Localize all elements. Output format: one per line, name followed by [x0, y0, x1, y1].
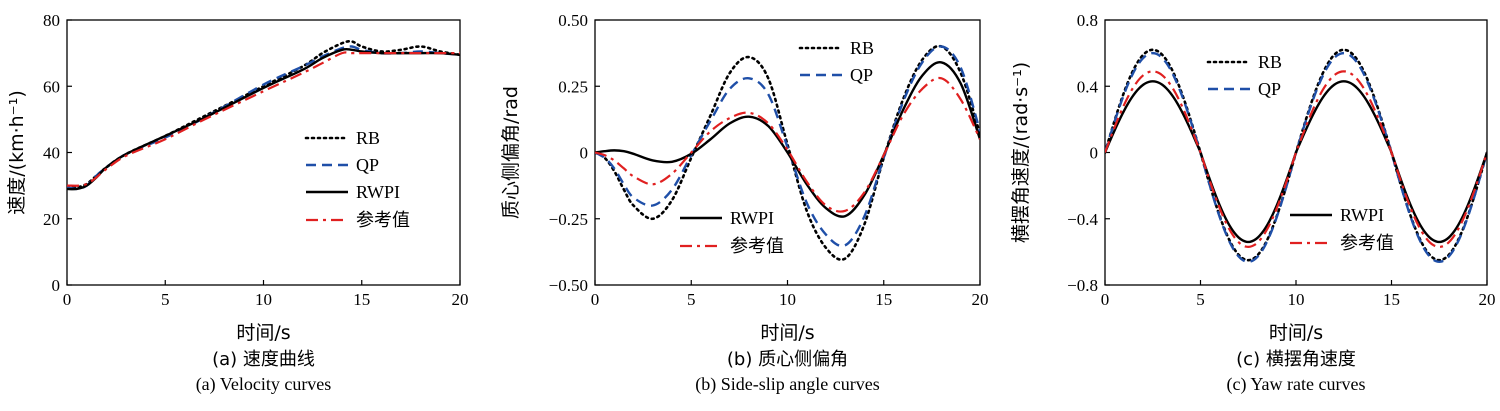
x-axis-label: 时间/s [1269, 322, 1323, 344]
series-line-4 [67, 51, 460, 187]
legend: RB QP RWPI 参考值 [680, 38, 874, 257]
y-tick-label: −0.50 [549, 276, 588, 295]
x-axis-label: 时间/s [760, 322, 814, 344]
y-tick-label: 40 [43, 144, 60, 163]
caption-en: (b) Side-slip angle curves [695, 374, 879, 395]
y-tick-label: 0 [1090, 144, 1099, 163]
y-tick-label: 0.25 [558, 77, 588, 96]
series-line-2 [67, 45, 460, 191]
caption-cn: (a) 速度曲线 [212, 349, 315, 370]
y-tick-label: 60 [43, 77, 60, 96]
legend-label: RWPI [730, 208, 774, 228]
x-tick-label: 20 [972, 290, 989, 309]
y-axis-label: 速度/(km·h⁻¹) [6, 90, 28, 214]
x-tick-label: 20 [452, 290, 469, 309]
y-tick-label: 0 [580, 144, 589, 163]
series-line-1 [67, 39, 460, 189]
caption-en: (c) Yaw rate curves [1227, 374, 1366, 395]
legend: RB QP RWPI 参考值 [304, 128, 410, 231]
legend-label: 参考值 [356, 210, 410, 231]
series-line-4 [1105, 70, 1487, 249]
legend-label: 参考值 [1340, 233, 1394, 254]
x-tick-label: 10 [255, 290, 272, 309]
y-axis-label: 横摆角速度/(rad·s⁻¹) [1010, 62, 1032, 243]
panel-velocity: 0 5 10 15 20 0 20 40 60 80 时间/s 速度/(km·h⁻¹) (a) 速度曲线… [6, 11, 469, 395]
series-line-4 [595, 76, 980, 213]
y-tick-label: −0.4 [1067, 210, 1098, 229]
panel-yaw-rate: 0 5 10 15 20 −0.8 −0.4 0 0.4 0.8 时间/s 横摆角速度/(rad·s⁻… [1010, 11, 1496, 395]
x-tick-label: 5 [1196, 290, 1205, 309]
series-group [67, 39, 460, 191]
x-tick-label: 20 [1479, 290, 1496, 309]
x-tick-label: 0 [63, 290, 72, 309]
legend: RB QP RWPI 参考值 [1206, 52, 1394, 254]
series-group [595, 44, 980, 261]
series-line-1 [595, 44, 980, 261]
y-tick-label: 80 [43, 11, 60, 30]
x-tick-label: 0 [591, 290, 600, 309]
caption-cn: (c) 横摆角速度 [1236, 349, 1356, 370]
series-group [1105, 48, 1487, 264]
y-tick-label: 20 [43, 210, 60, 229]
y-axis-label: 质心侧偏角/rad [500, 86, 522, 219]
panel-side-slip: 0 5 10 15 20 −0.50 −0.25 0 0.25 0.50 时间/s 质心侧偏角/rad… [500, 11, 989, 395]
legend-label: QP [356, 155, 379, 175]
series-line-3 [595, 61, 980, 218]
x-tick-label: 15 [353, 290, 370, 309]
x-axis-label: 时间/s [236, 322, 290, 344]
legend-label: QP [1258, 79, 1281, 99]
x-tick-label: 5 [687, 290, 696, 309]
series-line-2 [595, 45, 980, 248]
caption-en: (a) Velocity curves [196, 374, 332, 395]
caption-cn: (b) 质心侧偏角 [727, 349, 848, 370]
y-tick-label: −0.8 [1067, 276, 1098, 295]
series-line-3 [1105, 80, 1487, 244]
x-tick-label: 15 [875, 290, 892, 309]
legend-label: RB [1258, 52, 1282, 72]
legend-label: RB [850, 38, 874, 58]
x-tick-label: 10 [779, 290, 796, 309]
legend-label: RB [356, 128, 380, 148]
y-tick-label: −0.25 [549, 210, 588, 229]
y-tick-label: 0.4 [1077, 77, 1099, 96]
x-tick-label: 0 [1101, 290, 1110, 309]
x-tick-label: 5 [161, 290, 170, 309]
x-tick-label: 15 [1383, 290, 1400, 309]
y-tick-label: 0.8 [1077, 11, 1098, 30]
y-tick-label: 0 [52, 276, 61, 295]
legend-label: RWPI [1340, 205, 1384, 225]
series-line-3 [67, 47, 460, 191]
legend-label: RWPI [356, 182, 400, 202]
plot-frame [66, 19, 461, 286]
x-tick-label: 10 [1288, 290, 1305, 309]
legend-label: 参考值 [730, 236, 784, 257]
y-tick-label: 0.50 [558, 11, 588, 30]
legend-label: QP [850, 65, 873, 85]
